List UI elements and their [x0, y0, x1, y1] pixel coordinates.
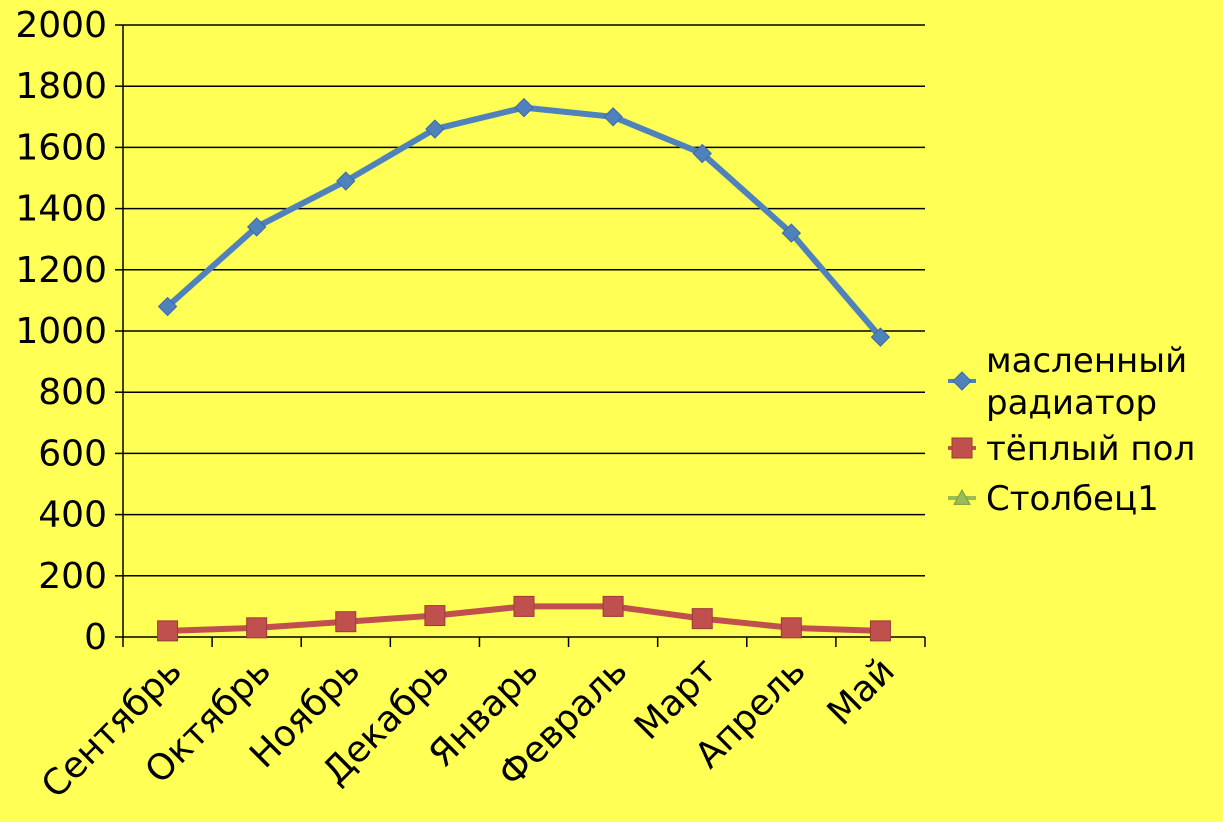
- legend-label: Столбец1: [986, 479, 1159, 519]
- gridlines: [123, 24, 925, 577]
- y-axis-tick-labels: 0 200 400 600 800 1000 1200 1400 1600 1800 2000: [15, 5, 107, 658]
- data-point-diamond: [870, 327, 891, 347]
- data-point-diamond: [603, 107, 623, 127]
- series-2: [157, 595, 891, 642]
- y-tick-label: 1800: [15, 66, 107, 107]
- x-axis-tick-labels: СентябрьОктябрьНоябрьДекабрьЯнварьФеврал…: [34, 650, 903, 806]
- y-tick-label: 1200: [15, 250, 107, 291]
- y-tick-label: 2000: [15, 5, 107, 46]
- axes: [115, 24, 926, 647]
- legend-label: тёплый пол: [986, 429, 1195, 469]
- legend-swatch-marker: [952, 371, 972, 391]
- data-point-square: [780, 617, 802, 639]
- y-tick-label: 200: [38, 556, 107, 597]
- legend-swatch-marker: [953, 488, 971, 505]
- series-line: [164, 104, 884, 341]
- y-tick-label: 1400: [15, 189, 107, 230]
- y-tick-label: 600: [38, 433, 107, 474]
- legend-swatch-marker: [951, 437, 973, 459]
- data-point-square: [424, 605, 446, 627]
- legend-item: Столбец1: [948, 479, 1159, 519]
- y-tick-label: 1000: [15, 311, 107, 352]
- legend-item: тёплый пол: [948, 429, 1195, 469]
- data-point-diamond: [336, 171, 356, 191]
- data-point-square: [335, 611, 357, 633]
- y-tick-label: 0: [84, 617, 107, 658]
- series-1: [157, 97, 891, 347]
- data-point-square: [157, 620, 179, 642]
- data-point-square: [691, 608, 713, 630]
- data-point-diamond: [514, 97, 534, 118]
- data-point-square: [246, 617, 268, 639]
- legend-label: радиатор: [986, 383, 1157, 423]
- legend-label: масленный: [986, 341, 1187, 381]
- data-point-square: [869, 620, 891, 642]
- data-point-diamond: [157, 296, 178, 317]
- y-tick-label: 800: [38, 372, 107, 413]
- data-point-square: [602, 595, 624, 617]
- x-tick-label: Май: [820, 650, 903, 733]
- y-tick-label: 400: [38, 495, 107, 536]
- data-point-square: [513, 595, 535, 617]
- data-point-diamond: [425, 119, 445, 139]
- y-tick-label: 1600: [15, 127, 107, 168]
- series-lines: [157, 97, 891, 642]
- data-point-diamond: [692, 143, 712, 164]
- data-point-diamond: [246, 217, 267, 237]
- data-point-diamond: [781, 223, 802, 243]
